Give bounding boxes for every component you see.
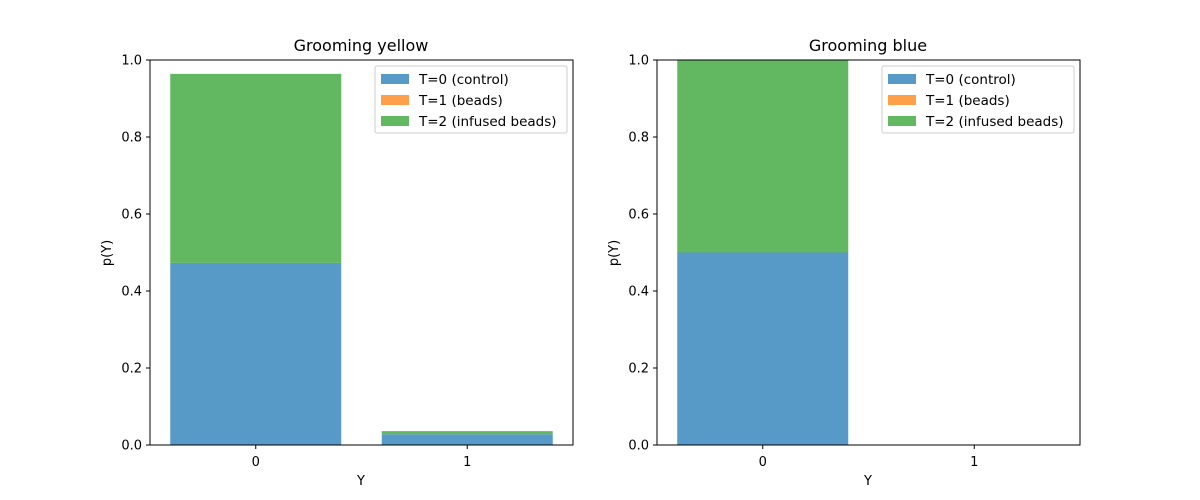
- y-tick-label: 0.8: [628, 131, 649, 146]
- chart-title: Grooming yellow: [294, 36, 429, 55]
- legend-swatch-t-2-infused-beads: [888, 116, 916, 126]
- bars: [677, 60, 849, 445]
- y-tick-label: 0.4: [121, 285, 142, 300]
- legend: T=0 (control) T=1 (beads) T=2 (infused bea…: [374, 65, 568, 134]
- x-axis-label: Y: [863, 474, 872, 489]
- legend-swatch-t-1-beads: [381, 95, 409, 105]
- x-tick-label: 1: [463, 455, 471, 470]
- plot-area: 0.0 0.2 0.4 0.6 0.8 1.0 0 1 T=0 (control) T=1 (be…: [628, 54, 1081, 470]
- y-tick-label: 1.0: [121, 54, 142, 69]
- legend-swatch-t-1-beads: [888, 95, 916, 105]
- bar-t-2-infused-beads-y0: [170, 73, 342, 263]
- chart-panel-grooming-blue: Grooming blue 0.0 0.2 0.4 0.6 0.8 1.0 0 1 T=0 (c…: [607, 36, 1081, 489]
- y-axis-label: p(Y): [607, 240, 622, 266]
- y-tick-label: 0.6: [121, 208, 142, 223]
- bars: [170, 73, 553, 445]
- legend-swatch-t-0-control: [381, 74, 409, 84]
- bar-t-0-control-y0: [170, 262, 342, 445]
- legend-swatch-t-2-infused-beads: [381, 116, 409, 126]
- x-tick-label: 1: [970, 455, 978, 470]
- x-axis-label: Y: [356, 474, 365, 489]
- x-tick-label: 0: [759, 455, 767, 470]
- y-tick-label: 0.0: [121, 439, 142, 454]
- legend-label: T=0 (control): [418, 72, 509, 88]
- chart-title: Grooming blue: [809, 36, 927, 55]
- y-tick-label: 1.0: [628, 54, 649, 69]
- legend-frame: [881, 65, 1075, 134]
- legend-label: T=1 (beads): [418, 93, 503, 109]
- axes-frame: [656, 59, 1081, 446]
- y-tick-label: 0.8: [121, 131, 142, 146]
- bar-t-2-infused-beads-y0: [677, 60, 849, 253]
- y-tick-label: 0.4: [628, 285, 649, 300]
- y-tick-label: 0.2: [121, 362, 142, 377]
- legend-swatch-t-0-control: [888, 74, 916, 84]
- legend-label: T=0 (control): [925, 72, 1016, 88]
- bar-t-0-control-y1: [381, 434, 553, 445]
- legend-label: T=2 (infused beads): [925, 114, 1064, 130]
- plot-area: 0.0 0.2 0.4 0.6 0.8 1.0 0 1 T=0 (control) T=1 (be…: [121, 54, 574, 470]
- y-tick-label: 0.6: [628, 208, 649, 223]
- bar-t-2-infused-beads-y1: [381, 431, 553, 435]
- legend-label: T=1 (beads): [925, 93, 1010, 109]
- legend-label: T=2 (infused beads): [418, 114, 557, 130]
- chart-panel-grooming-yellow: Grooming yellow 0.0 0.2 0.4 0.6 0.8 1.0 0 1 T=0 …: [100, 36, 574, 489]
- y-tick-label: 0.2: [628, 362, 649, 377]
- legend-frame: [374, 65, 568, 134]
- y-axis-label: p(Y): [100, 240, 115, 266]
- bar-t-0-control-y0: [677, 252, 849, 445]
- y-tick-label: 0.0: [628, 439, 649, 454]
- x-tick-label: 0: [252, 455, 260, 470]
- axes-frame: [149, 59, 574, 446]
- legend: T=0 (control) T=1 (beads) T=2 (infused bea…: [881, 65, 1075, 134]
